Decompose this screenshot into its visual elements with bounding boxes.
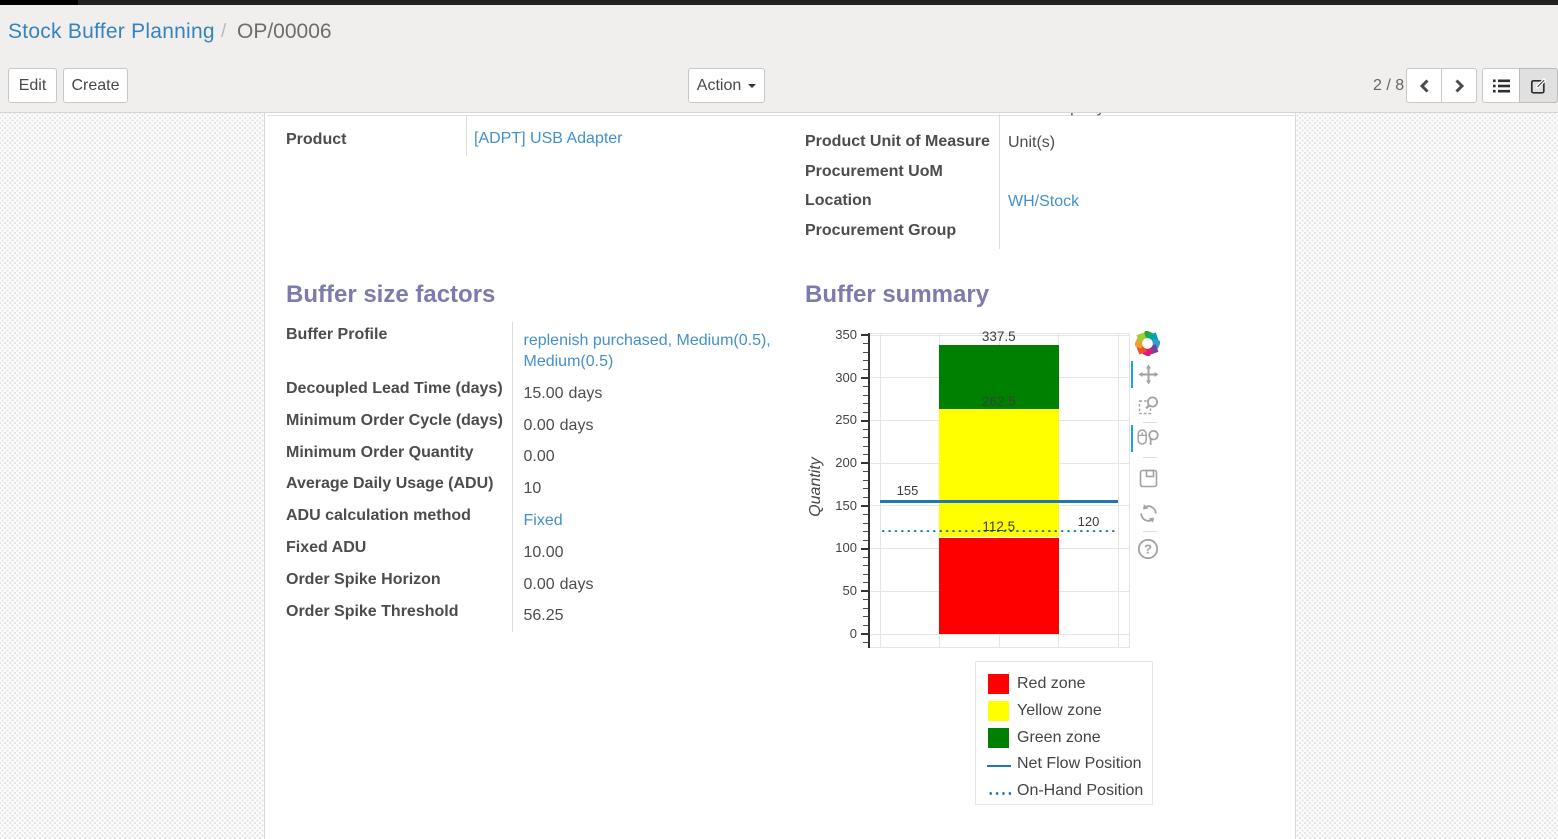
svg-text:?: ? — [1144, 542, 1152, 557]
